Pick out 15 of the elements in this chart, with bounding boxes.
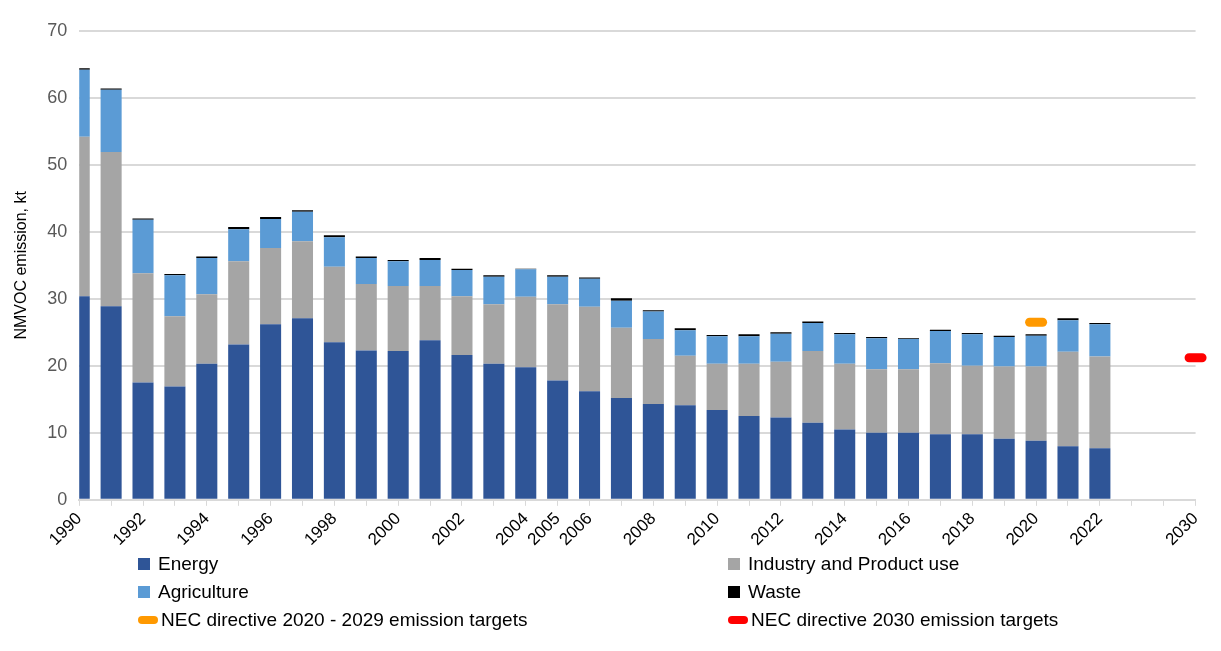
legend-label: Energy	[158, 553, 219, 575]
legend-label: Industry and Product use	[748, 553, 960, 575]
y-tick-label: 20	[47, 354, 68, 375]
y-tick-label: 0	[57, 488, 68, 509]
y-tick-label: 10	[47, 421, 68, 442]
legend-label: Waste	[748, 581, 802, 603]
y-axis-title: NMVOC emission, kt	[12, 190, 30, 340]
legend-label: Agriculture	[158, 581, 249, 603]
y-tick-label: 50	[47, 153, 68, 174]
y-tick-label: 40	[47, 220, 68, 241]
legend-label: NEC directive 2020 - 2029 emission targets	[161, 609, 528, 631]
y-tick-label: 30	[47, 287, 68, 308]
y-tick-label: 70	[47, 19, 68, 40]
legend-label: NEC directive 2030 emission targets	[751, 609, 1059, 631]
y-tick-label: 60	[47, 86, 68, 107]
